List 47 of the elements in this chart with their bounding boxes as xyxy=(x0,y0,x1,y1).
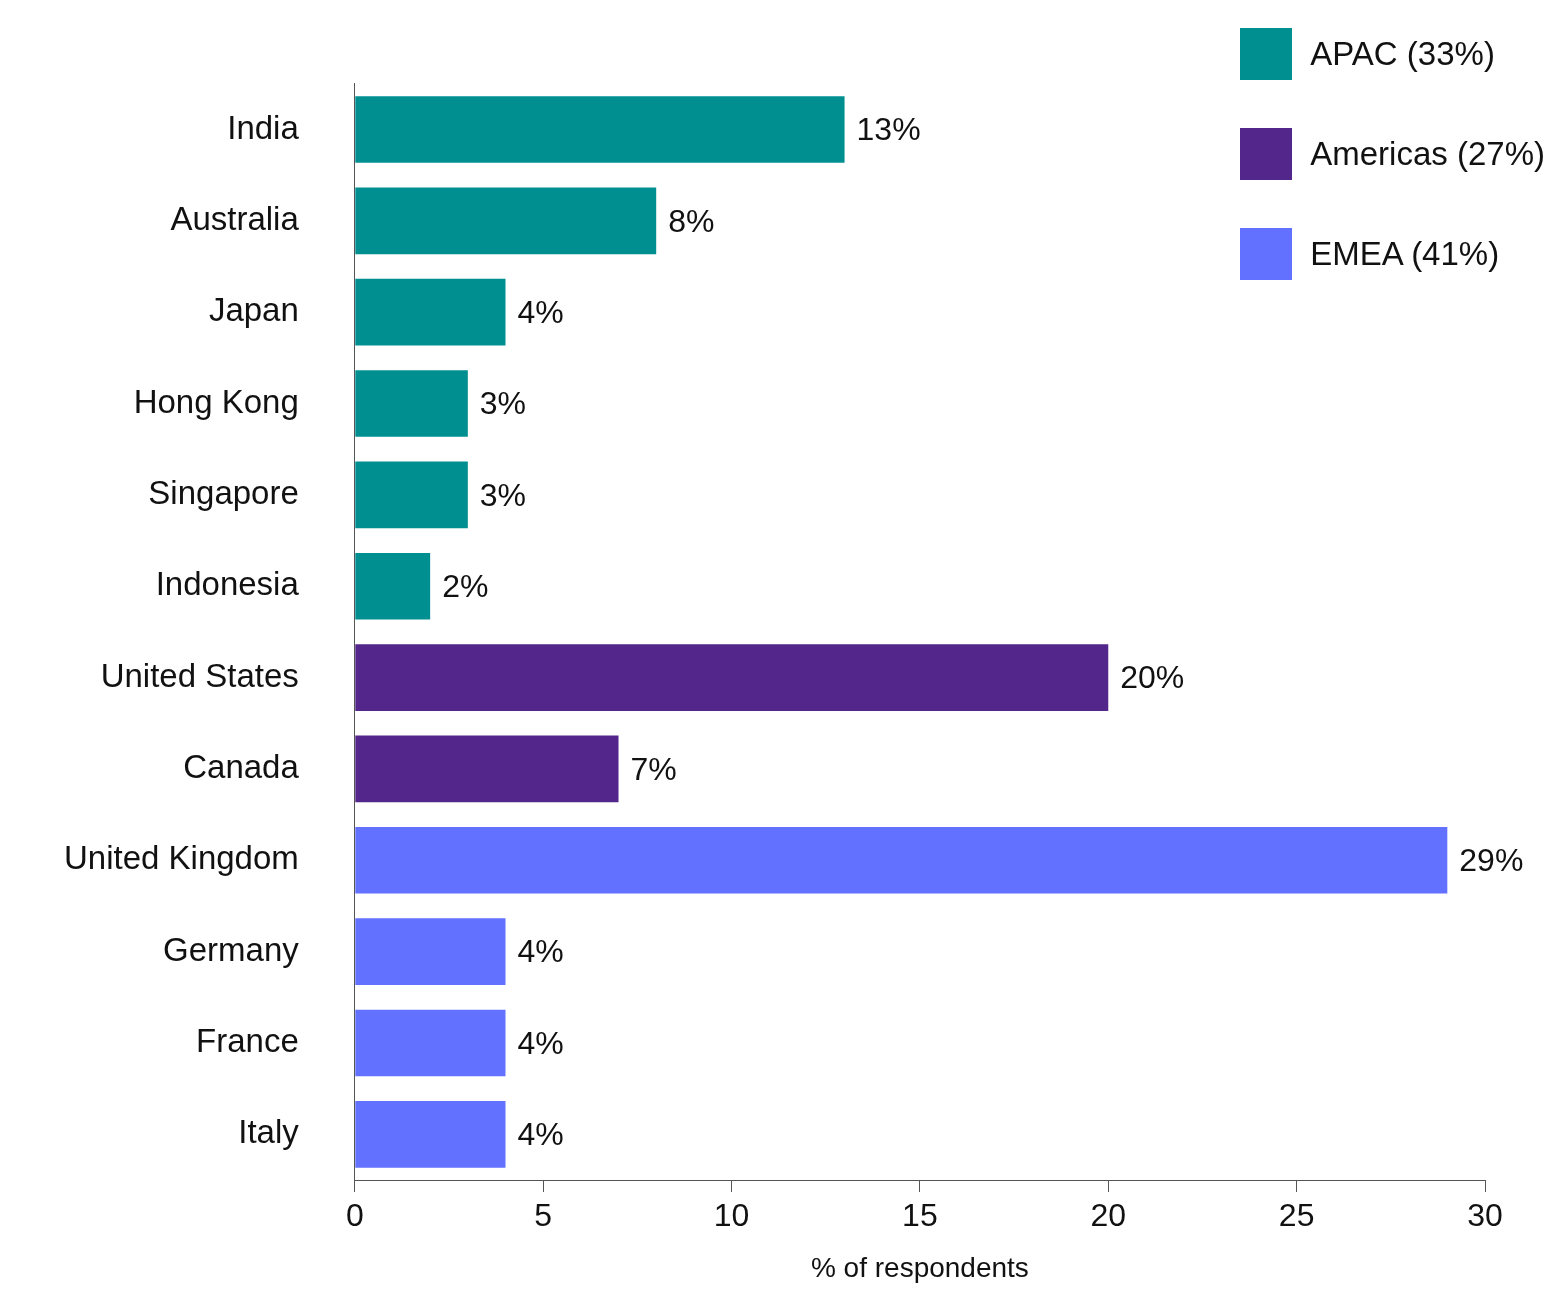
data-label: 4% xyxy=(517,294,564,330)
data-label: 4% xyxy=(517,933,564,970)
data-label: 4% xyxy=(517,1024,564,1061)
data-label: 4% xyxy=(517,1116,564,1153)
data-label: 20% xyxy=(1120,659,1185,696)
x-tick-label: 15 xyxy=(902,1197,938,1234)
y-tick-label: Indonesia xyxy=(155,565,300,603)
y-tick-label: United Kingdom xyxy=(63,839,299,877)
bar xyxy=(355,370,468,437)
bar xyxy=(355,278,506,346)
bar xyxy=(355,644,1109,711)
bar xyxy=(355,735,619,803)
y-tick-label: Germany xyxy=(163,930,300,968)
data-label: 7% xyxy=(630,750,677,787)
bar xyxy=(355,187,657,255)
x-tick-label: 10 xyxy=(713,1197,750,1234)
y-tick-label: Hong Kong xyxy=(133,382,299,420)
y-tick-label: Japan xyxy=(208,291,299,329)
bar xyxy=(355,96,845,163)
y-tick-label: Australia xyxy=(170,199,300,237)
y-tick-label: Italy xyxy=(238,1113,300,1151)
bar xyxy=(355,1009,506,1077)
legend-label: Americas (27%) xyxy=(1310,135,1545,173)
y-tick-label: Singapore xyxy=(148,473,299,511)
bar xyxy=(355,1100,506,1168)
bar xyxy=(355,918,506,985)
data-label: 2% xyxy=(442,568,489,605)
bar xyxy=(355,552,431,620)
data-label: 13% xyxy=(856,111,921,148)
y-tick-label: United States xyxy=(100,656,299,694)
y-tick-label: India xyxy=(227,108,300,146)
x-tick-label: 25 xyxy=(1278,1197,1315,1234)
legend-label: EMEA (41%) xyxy=(1310,235,1500,273)
legend-label: APAC (33%) xyxy=(1310,35,1495,73)
x-tick-label: 0 xyxy=(345,1197,364,1234)
bar xyxy=(355,461,468,529)
x-tick-label: 5 xyxy=(534,1197,553,1234)
x-tick-label: 30 xyxy=(1467,1197,1503,1234)
bar xyxy=(355,826,1448,894)
data-label: 8% xyxy=(668,202,715,239)
y-tick-label: Canada xyxy=(183,748,300,786)
x-axis-title: % of respondents xyxy=(810,1251,1029,1283)
data-label: 3% xyxy=(479,385,527,422)
y-tick-label: France xyxy=(196,1022,299,1060)
data-label: 29% xyxy=(1459,842,1524,879)
x-tick-label: 20 xyxy=(1090,1197,1127,1234)
data-label: 3% xyxy=(479,476,527,513)
